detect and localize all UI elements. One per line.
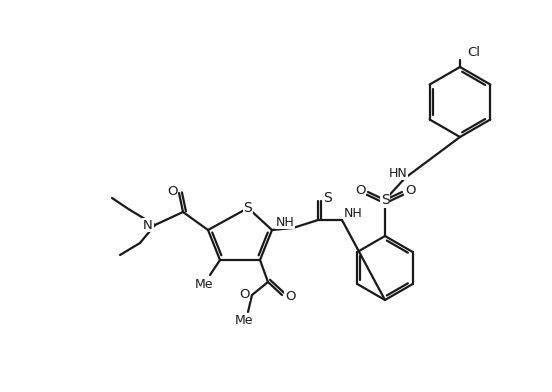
Text: S: S bbox=[243, 201, 252, 215]
Text: O: O bbox=[355, 183, 365, 196]
Text: HN: HN bbox=[389, 167, 407, 180]
Text: Me: Me bbox=[235, 314, 253, 327]
Text: S: S bbox=[381, 193, 389, 207]
Text: Me: Me bbox=[195, 278, 213, 290]
Text: Cl: Cl bbox=[467, 45, 480, 58]
Text: O: O bbox=[167, 185, 177, 198]
Text: N: N bbox=[143, 218, 153, 232]
Text: NH: NH bbox=[344, 207, 362, 220]
Text: NH: NH bbox=[275, 216, 294, 229]
Text: O: O bbox=[405, 183, 415, 196]
Text: S: S bbox=[323, 191, 332, 205]
Text: O: O bbox=[239, 287, 250, 301]
Text: O: O bbox=[285, 290, 295, 303]
